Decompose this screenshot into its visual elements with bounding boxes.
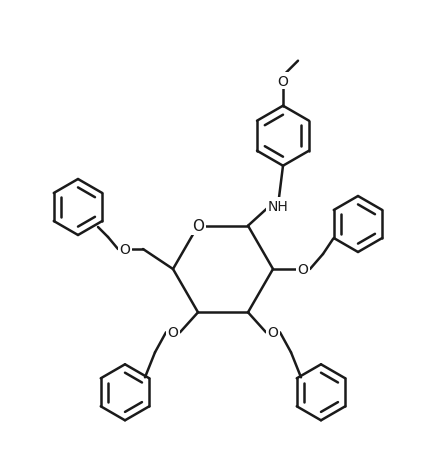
Text: O: O [168,326,178,339]
Text: NH: NH [268,199,289,213]
Text: O: O [277,75,289,89]
Text: O: O [297,263,309,276]
Text: O: O [192,219,204,234]
Text: O: O [268,326,278,339]
Text: O: O [120,243,130,257]
